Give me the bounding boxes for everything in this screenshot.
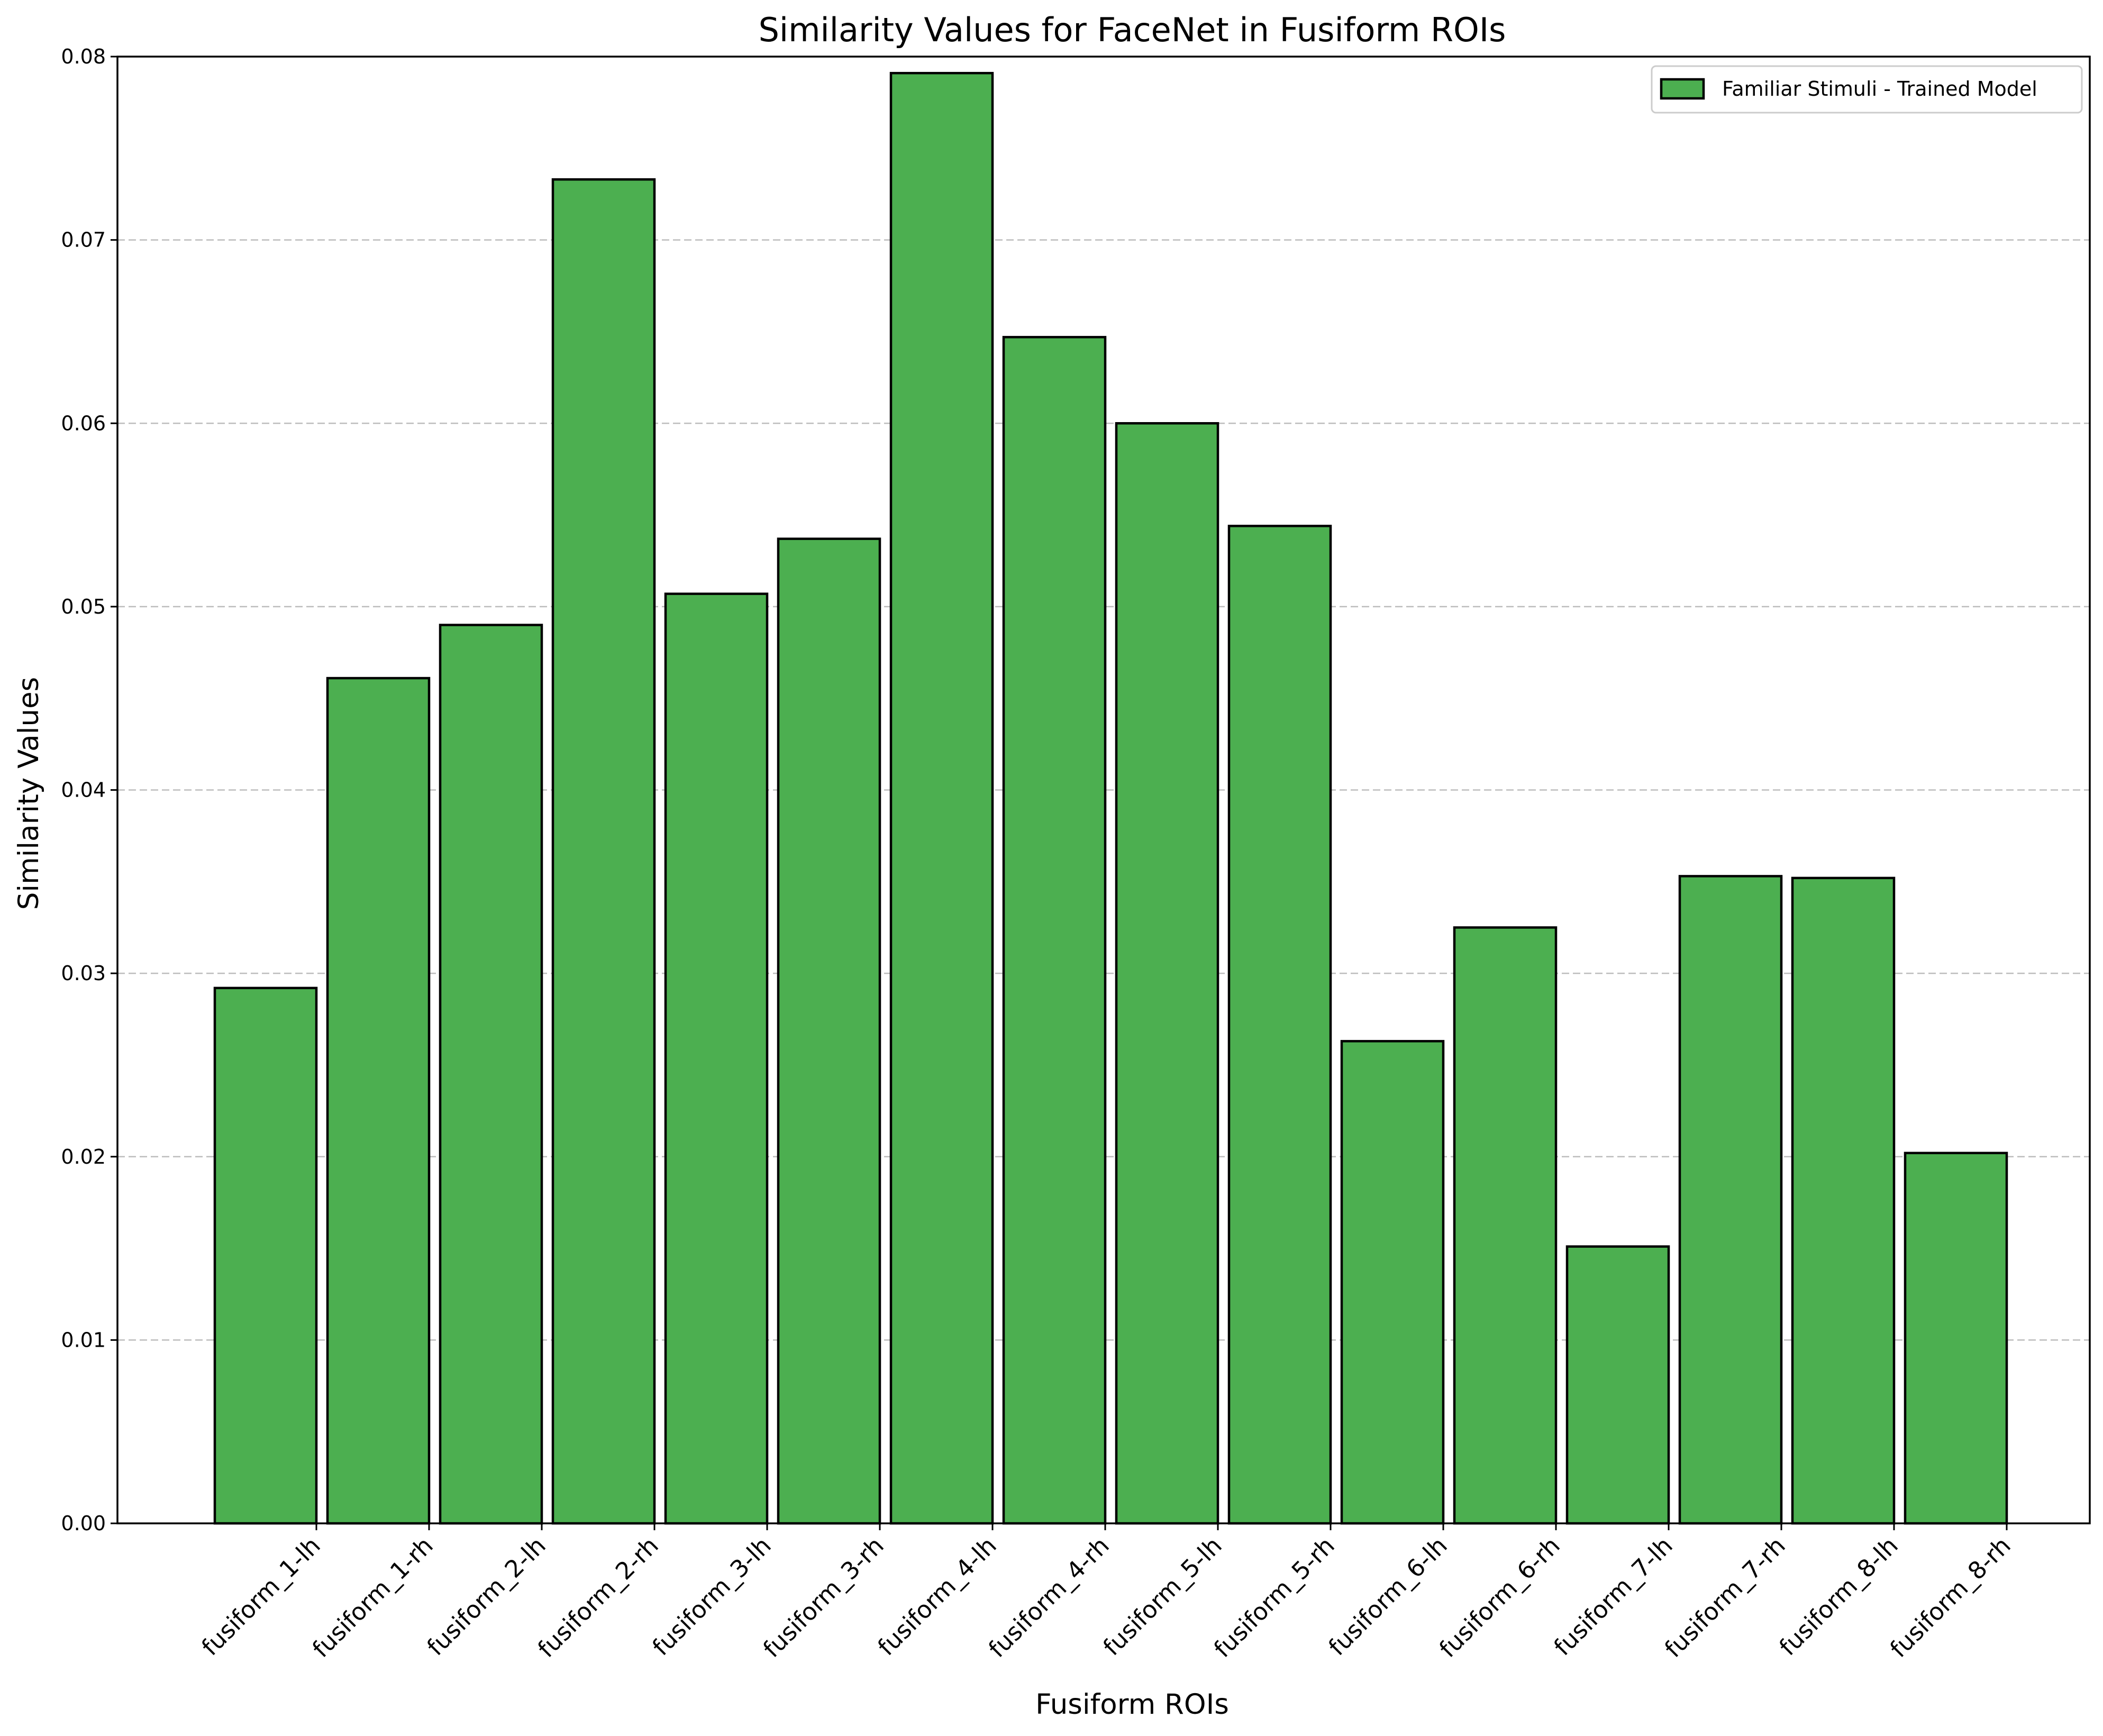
y-tick-label: 0.06 <box>61 412 106 435</box>
x-axis-label: Fusiform ROIs <box>1035 1688 1229 1721</box>
x-tick-label: fusiform_3-lh <box>647 1531 777 1661</box>
y-tick-label: 0.08 <box>61 45 106 68</box>
y-tick-label: 0.05 <box>61 595 106 618</box>
bar-fusiform_1-rh <box>326 677 431 1525</box>
x-tick-label: fusiform_4-rh <box>983 1531 1115 1663</box>
bar-fusiform_7-lh <box>1565 1245 1670 1525</box>
x-tick-label: fusiform_5-lh <box>1098 1531 1227 1661</box>
x-tick-label: fusiform_5-rh <box>1208 1531 1340 1663</box>
x-tick-label: fusiform_8-rh <box>1884 1531 2016 1663</box>
x-tick-label: fusiform_1-lh <box>196 1531 326 1661</box>
x-tick-label: fusiform_8-lh <box>1774 1531 1904 1661</box>
y-tick-label: 0.04 <box>61 779 106 802</box>
y-axis-label: Similarity Values <box>13 677 45 910</box>
y-tick-label: 0.07 <box>61 229 106 252</box>
x-tick-label: fusiform_2-rh <box>532 1531 664 1663</box>
bars <box>213 71 2008 1525</box>
x-tick-label: fusiform_7-rh <box>1659 1531 1791 1663</box>
bar-fusiform_6-lh <box>1340 1040 1445 1525</box>
bar-fusiform_3-lh <box>664 592 769 1525</box>
x-axis-ticks: fusiform_1-lhfusiform_1-rhfusiform_2-lhf… <box>196 1523 2016 1663</box>
x-tick-label: fusiform_1-rh <box>307 1531 439 1663</box>
y-tick-label: 0.00 <box>61 1512 106 1535</box>
y-tick-label: 0.01 <box>61 1328 106 1351</box>
bar-fusiform_1-lh <box>213 986 318 1525</box>
bar-fusiform_7-rh <box>1678 875 1783 1525</box>
legend-label: Familiar Stimuli - Trained Model <box>1722 77 2037 100</box>
bar-fusiform_6-rh <box>1453 926 1558 1525</box>
x-tick-label: fusiform_6-lh <box>1323 1531 1453 1661</box>
x-tick-label: fusiform_2-lh <box>422 1531 551 1661</box>
bar-fusiform_4-rh <box>1002 336 1107 1525</box>
x-tick-label: fusiform_6-rh <box>1434 1531 1565 1663</box>
x-tick-label: fusiform_4-lh <box>872 1531 1002 1661</box>
bar-fusiform_4-lh <box>889 71 994 1525</box>
bar-fusiform_8-rh <box>1904 1152 2008 1525</box>
x-tick-label: fusiform_3-rh <box>758 1531 889 1663</box>
bar-fusiform_2-rh <box>551 178 656 1525</box>
bar-fusiform_8-lh <box>1791 876 1896 1525</box>
bar-fusiform_5-lh <box>1115 422 1219 1525</box>
legend: Familiar Stimuli - Trained Model <box>1651 65 2083 114</box>
y-axis-ticks: 0.00 0.01 0.02 0.03 0.04 0.05 0.06 0.07 0.08 <box>61 45 117 1535</box>
legend-frame <box>1651 65 2083 114</box>
y-tick-label: 0.02 <box>61 1145 106 1168</box>
x-tick-label: fusiform_7-lh <box>1549 1531 1678 1661</box>
bar-fusiform_5-rh <box>1227 525 1332 1525</box>
bar-fusiform_2-lh <box>439 624 543 1525</box>
bar-fusiform_3-rh <box>777 537 881 1525</box>
legend-swatch <box>1660 78 1705 100</box>
chart-title: Similarity Values for FaceNet in Fusifor… <box>759 11 1506 49</box>
y-tick-label: 0.03 <box>61 962 106 985</box>
